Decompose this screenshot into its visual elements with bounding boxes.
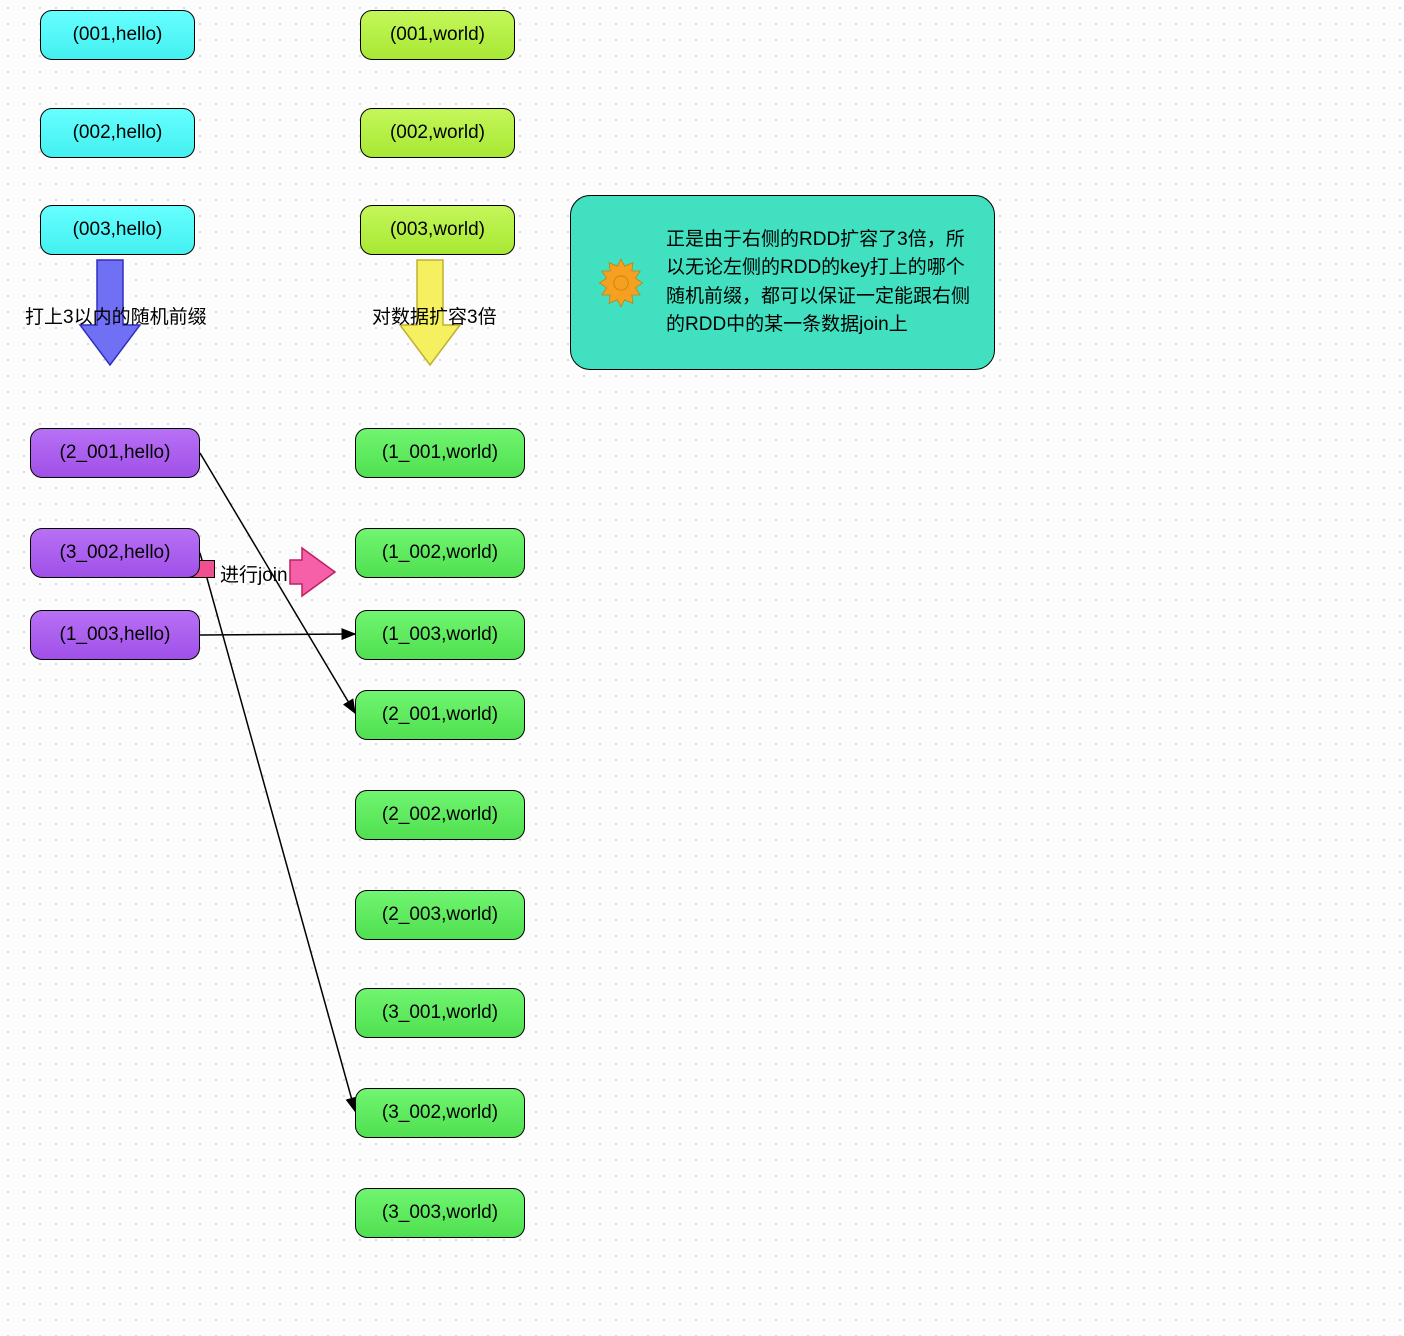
node-lime-2: (003,world) — [360, 205, 515, 255]
label-left-arrow: 打上3以内的随机前缀 — [25, 302, 207, 329]
node-green-3: (2_001,world) — [355, 690, 525, 740]
node-green-6: (3_001,world) — [355, 988, 525, 1038]
node-cyan-2: (003,hello) — [40, 205, 195, 255]
comment-text: 正是由于右侧的RDD扩容了3倍，所以无论左侧的RDD的key打上的哪个随机前缀，… — [666, 226, 974, 340]
label-join: 进行join — [220, 560, 288, 587]
node-green-4: (2_002,world) — [355, 790, 525, 840]
label-right-arrow: 对数据扩容3倍 — [372, 302, 497, 329]
node-green-1: (1_002,world) — [355, 528, 525, 578]
gear-icon — [591, 253, 651, 313]
edge-2 — [200, 634, 355, 635]
node-green-8: (3_003,world) — [355, 1188, 525, 1238]
node-lime-0: (001,world) — [360, 10, 515, 60]
node-cyan-0: (001,hello) — [40, 10, 195, 60]
node-green-0: (1_001,world) — [355, 428, 525, 478]
edge-1 — [200, 553, 355, 1111]
node-lime-1: (002,world) — [360, 108, 515, 158]
node-cyan-1: (002,hello) — [40, 108, 195, 158]
pink-arrow — [290, 548, 335, 596]
node-purple-0: (2_001,hello) — [30, 428, 200, 478]
node-green-5: (2_003,world) — [355, 890, 525, 940]
node-purple-2: (1_003,hello) — [30, 610, 200, 660]
node-green-2: (1_003,world) — [355, 610, 525, 660]
node-green-7: (3_002,world) — [355, 1088, 525, 1138]
comment-box: 正是由于右侧的RDD扩容了3倍，所以无论左侧的RDD的key打上的哪个随机前缀，… — [570, 195, 995, 370]
node-purple-1: (3_002,hello) — [30, 528, 200, 578]
